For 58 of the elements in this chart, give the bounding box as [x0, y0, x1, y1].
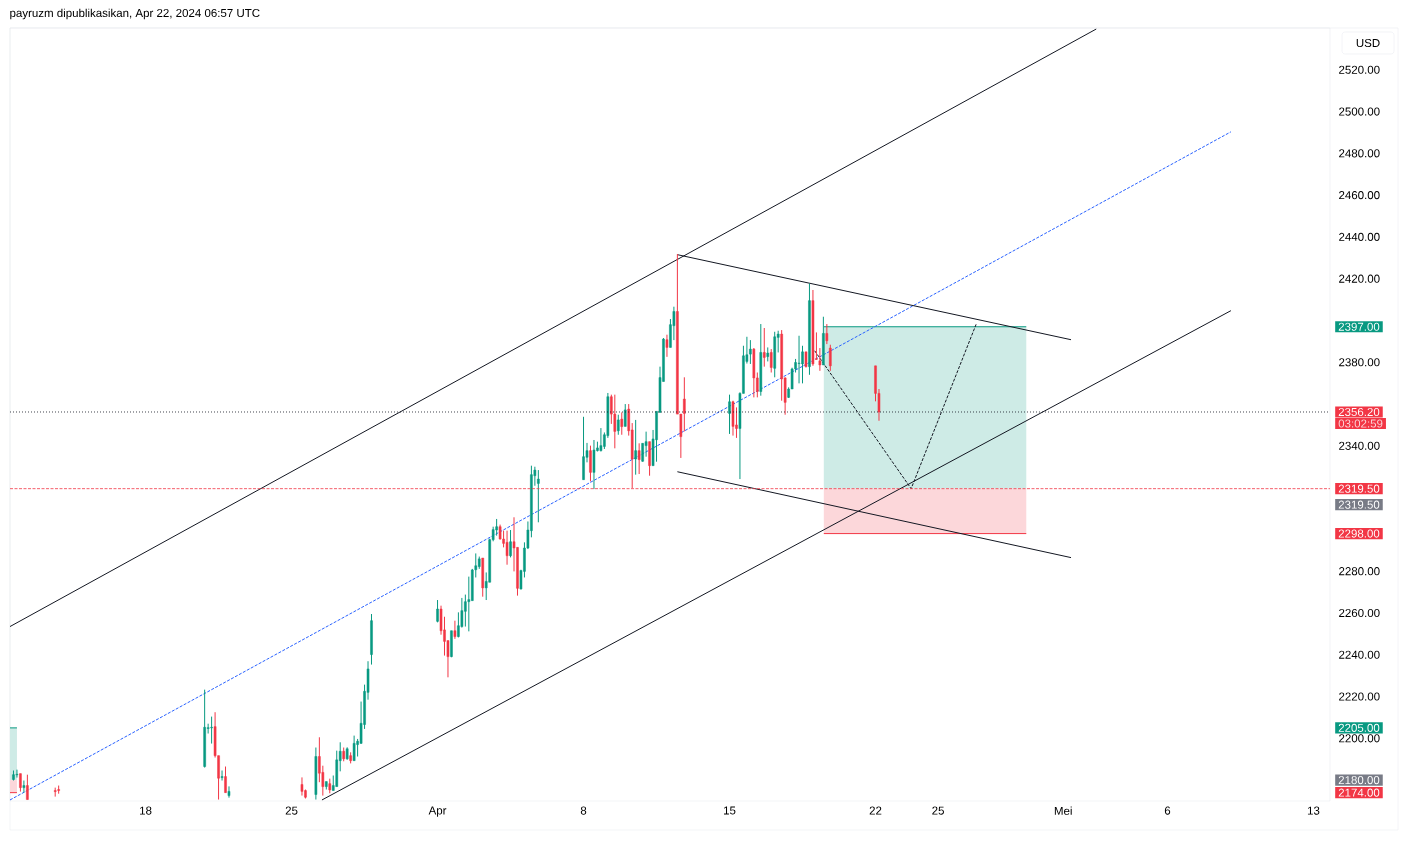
y-tick-label: 2380.00	[1339, 358, 1380, 367]
text: 2319.50	[1338, 500, 1380, 509]
candlestick	[825, 323, 829, 345]
candlestick	[224, 766, 227, 794]
y-tick-label: 2420.00	[1339, 274, 1380, 283]
y-tick-label: 2340.00	[1339, 441, 1380, 450]
candlestick	[589, 445, 592, 482]
candlestick	[613, 394, 617, 449]
candlestick	[634, 419, 637, 476]
y-tick-label: 2460.00	[1339, 191, 1380, 200]
x-tick-label: 25	[285, 806, 298, 815]
y-tick-label: 2480.00	[1339, 149, 1380, 158]
text: 2174.00	[1338, 788, 1380, 797]
x-tick-label: 22	[869, 806, 882, 815]
y-tick-label: 2240.00	[1339, 650, 1380, 659]
text: 2397.00	[1338, 322, 1380, 331]
candlestick	[509, 529, 512, 558]
candlestick	[617, 414, 620, 436]
candlestick	[582, 416, 585, 481]
x-tick-label: 18	[140, 806, 152, 815]
candlestick	[26, 774, 29, 801]
y-tick-label: 2200.00	[1339, 734, 1380, 743]
y-tick-label: 2280.00	[1339, 567, 1380, 576]
candlestick	[220, 770, 224, 782]
x-tick-label: 13	[1307, 806, 1320, 815]
candlestick	[210, 716, 213, 745]
candlestick	[665, 334, 669, 358]
y-tick-label: 2520.00	[1339, 65, 1380, 74]
y-tick-label: 2500.00	[1339, 107, 1380, 116]
x-tick-label: 8	[580, 806, 587, 815]
y-tick-label: 2260.00	[1339, 608, 1380, 618]
x-tick-label: Mei	[1054, 806, 1072, 815]
ref-line-label: 2319.50	[1338, 484, 1380, 493]
y-tick-label: 2220.00	[1339, 692, 1380, 701]
text: 03:02:59	[1338, 419, 1383, 428]
candlestick	[749, 339, 752, 365]
candlestick	[637, 442, 641, 475]
text: 2205.00	[1338, 723, 1380, 732]
candlestick	[762, 327, 766, 368]
candlestick	[818, 347, 822, 372]
ref-line-label: 2356.20	[1338, 407, 1380, 417]
chart-title: payruzm dipublikasikan, Apr 22, 2024 06:57 UTC	[10, 8, 260, 20]
y-tick-label: 2440.00	[1339, 232, 1380, 241]
x-tick-label: 25	[932, 806, 944, 815]
candlestick	[620, 411, 624, 436]
candlestick	[728, 394, 731, 435]
x-tick-label: Apr	[428, 806, 447, 817]
x-tick-label: 6	[1164, 806, 1171, 815]
candlestick	[537, 469, 540, 523]
candlestick	[644, 431, 648, 458]
candlestick	[22, 780, 26, 794]
y-axis-title: USD	[1356, 38, 1380, 48]
text: 2180.00	[1338, 776, 1380, 785]
text: 2298.00	[1338, 529, 1380, 538]
candlestick	[453, 620, 457, 640]
x-tick-label: 15	[724, 806, 736, 815]
candlestick	[227, 785, 231, 799]
candlestick	[829, 344, 832, 372]
